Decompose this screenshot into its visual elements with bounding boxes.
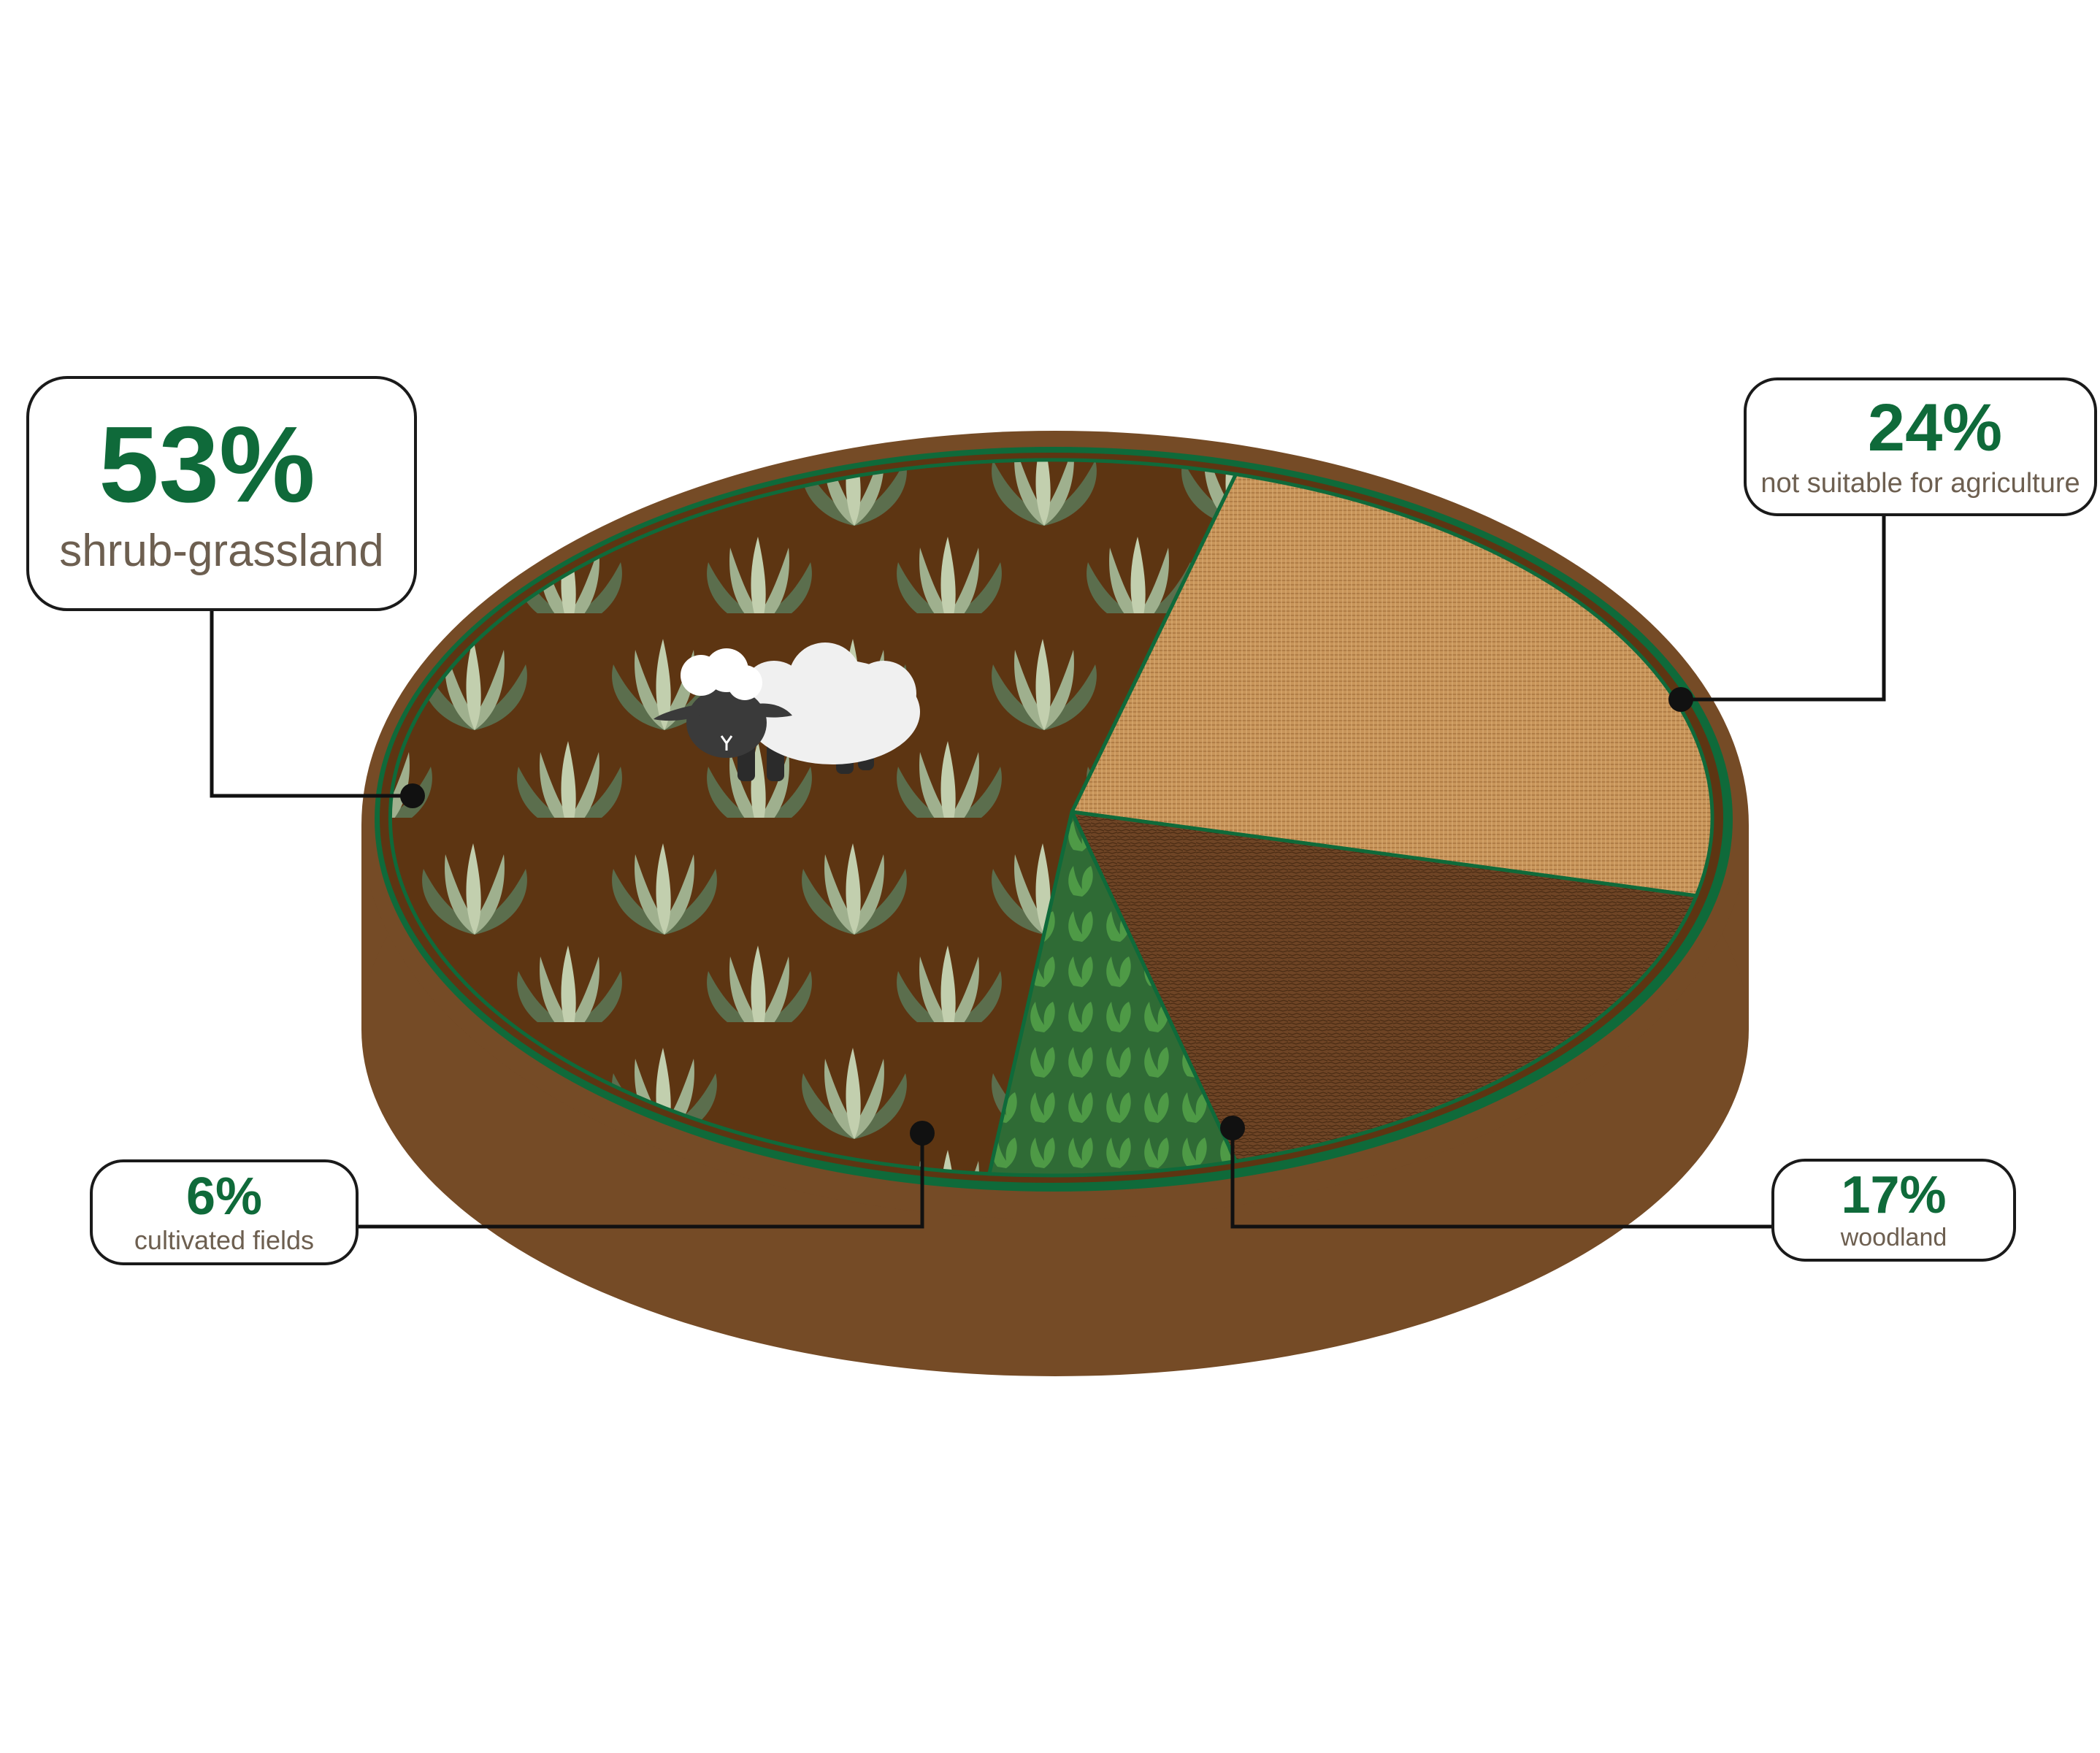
pie-slice-texture-shrub-grassland <box>388 458 1239 1176</box>
callout-woodland: 17% woodland <box>1771 1159 2016 1262</box>
leader-lines <box>210 516 1886 1229</box>
shrub-grassland-label: shrub-grassland <box>59 525 384 576</box>
not-suitable-percent: 24% <box>1867 391 2003 466</box>
leader-dots <box>400 687 1693 1146</box>
pie-slice-texture-not-suitable-for-agriculture <box>1069 472 1714 898</box>
callout-not-suitable: 24% not suitable for agriculture <box>1744 377 2097 516</box>
pie-slice-texture-cultivated-fields <box>986 806 1239 1178</box>
sheep-icon <box>654 642 920 781</box>
shrub-grassland-percent: 53% <box>99 404 315 525</box>
callout-cultivated-fields: 6% cultivated fields <box>90 1159 359 1265</box>
cultivated-fields-percent: 6% <box>185 1167 263 1226</box>
pie-slice-texture-woodland <box>1068 809 1699 1164</box>
not-suitable-label: not suitable for agriculture <box>1760 468 2080 499</box>
woodland-percent: 17% <box>1841 1165 1947 1224</box>
cultivated-fields-label: cultivated fields <box>134 1224 315 1255</box>
woodland-label: woodland <box>1840 1223 1947 1251</box>
pie-disc <box>361 431 1749 1376</box>
callout-shrub-grassland: 53% shrub-grassland <box>26 376 417 611</box>
